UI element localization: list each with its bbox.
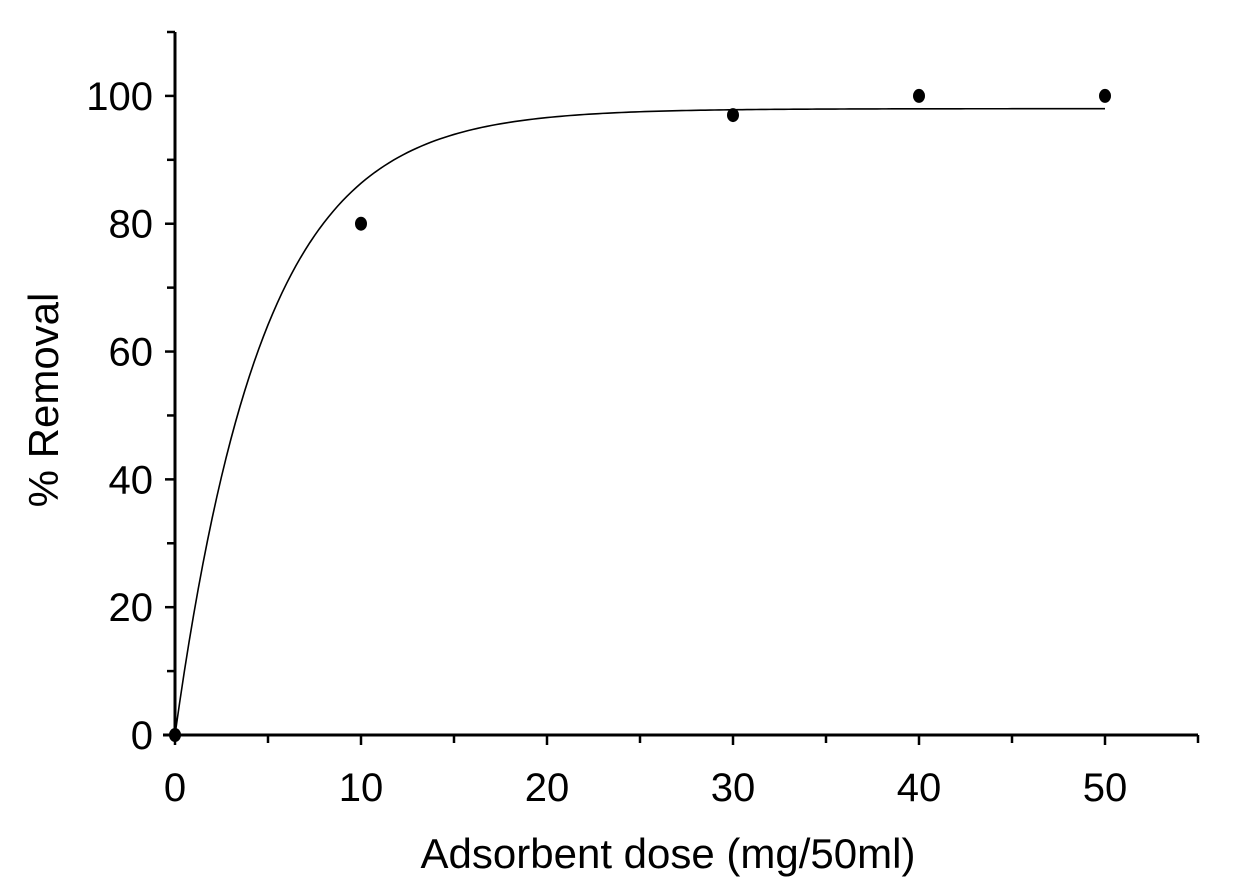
x-tick-label: 10 [339, 766, 384, 810]
y-tick-label: 40 [109, 458, 154, 502]
x-tick-label: 20 [525, 766, 570, 810]
x-tick-label: 30 [711, 766, 756, 810]
y-tick-label: 60 [109, 331, 154, 375]
data-point [169, 728, 181, 742]
data-point [1099, 88, 1111, 103]
data-point [913, 88, 925, 103]
y-tick-label: 20 [109, 586, 154, 630]
data-points [169, 88, 1111, 742]
x-tick-label: 40 [897, 766, 942, 810]
data-point [355, 216, 367, 231]
x-axis-label: Adsorbent dose (mg/50ml) [421, 830, 916, 877]
y-tick-label: 80 [109, 203, 154, 247]
x-tick-label: 50 [1083, 766, 1128, 810]
y-axis-label: % Removal [20, 293, 67, 508]
x-tick-label: 0 [164, 766, 186, 810]
y-ticks: 0 20 40 60 80 100 [86, 30, 175, 758]
y-tick-label: 100 [86, 75, 153, 119]
x-ticks: 0 10 20 30 40 50 [164, 735, 1200, 810]
y-tick-label: 0 [131, 714, 153, 758]
fitted-curve [174, 107, 1105, 736]
axes [163, 32, 1198, 737]
data-point [727, 108, 739, 123]
